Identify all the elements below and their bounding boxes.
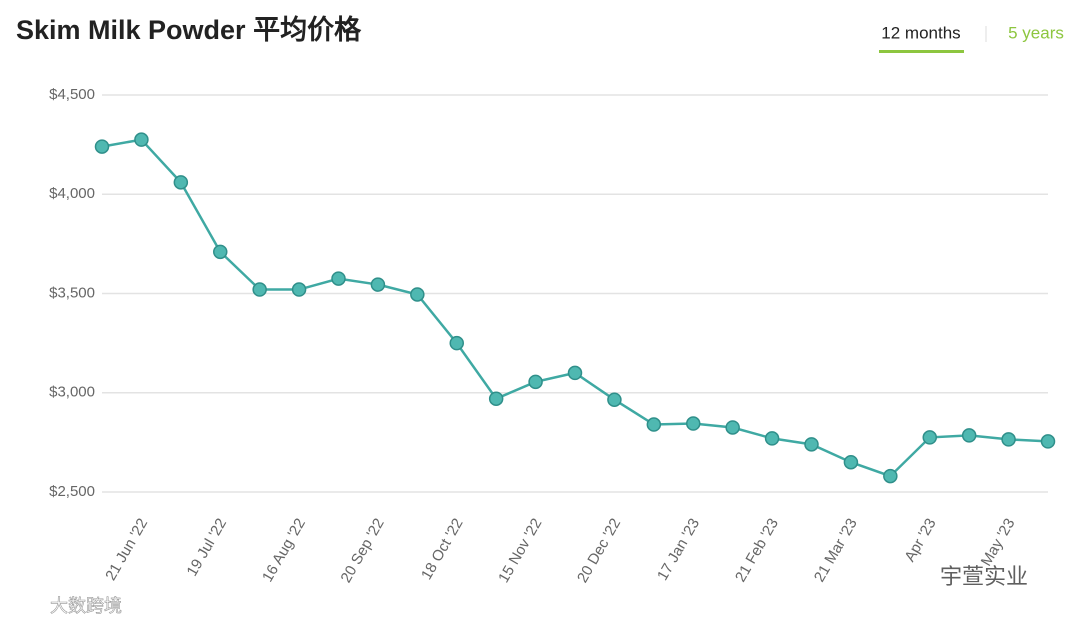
watermark: 宇萱实业	[940, 564, 1028, 589]
y-tick-label: $3,500	[49, 284, 95, 301]
data-point	[646, 417, 662, 432]
data-point	[370, 277, 386, 292]
y-tick-label: $3,000	[49, 384, 95, 401]
x-tick-label: 20 Sep '22	[337, 515, 387, 585]
x-tick-label: May '23	[978, 515, 1019, 569]
data-point	[686, 416, 701, 431]
x-tick-label: 17 Jan '23	[654, 515, 703, 583]
data-point	[94, 139, 110, 154]
x-tick-label: 15 Nov '22	[495, 515, 545, 585]
data-point	[804, 437, 819, 452]
data-point	[213, 244, 228, 260]
data-point	[1040, 434, 1056, 449]
tab-underline	[879, 50, 964, 53]
data-point	[331, 271, 346, 286]
data-point	[1001, 432, 1016, 447]
data-point	[410, 287, 425, 302]
x-tick-label: 21 Jun '22	[102, 515, 151, 583]
data-point	[134, 132, 149, 147]
data-point	[764, 431, 780, 446]
y-tick-label: $4,500	[49, 86, 95, 103]
data-point	[961, 428, 977, 443]
x-tick-label: 20 Dec '22	[574, 515, 624, 585]
data-point	[922, 430, 937, 445]
data-point	[528, 374, 543, 390]
x-tick-label: 21 Mar '23	[811, 515, 861, 584]
chart-title: Skim Milk Powder 平均价格	[16, 15, 362, 45]
data-point	[173, 175, 189, 190]
data-point	[607, 392, 622, 407]
data-point	[843, 454, 859, 470]
x-tick-label: 19 Jul '22	[184, 515, 231, 579]
watermark: 大数跨境	[50, 596, 122, 616]
data-point	[883, 468, 898, 484]
tab[interactable]: 5 years	[1008, 23, 1064, 42]
x-tick-label: Apr '23	[901, 515, 939, 564]
tab[interactable]: 12 months	[881, 23, 960, 42]
data-point	[567, 365, 583, 381]
data-point	[291, 282, 307, 297]
y-tick-label: $2,500	[49, 483, 95, 500]
y-tick-label: $4,000	[49, 185, 95, 202]
data-point	[449, 335, 464, 351]
data-point	[488, 391, 504, 406]
data-point	[252, 282, 267, 297]
x-tick-label: 21 Feb '23	[732, 515, 782, 584]
x-tick-label: 16 Aug '22	[259, 515, 309, 585]
series-line	[101, 138, 1049, 478]
x-tick-label: 18 Oct '22	[418, 515, 467, 582]
data-point	[725, 420, 740, 435]
